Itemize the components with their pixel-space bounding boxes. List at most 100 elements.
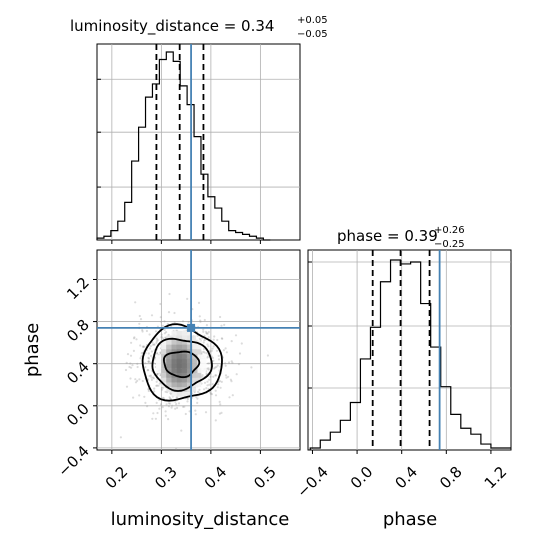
scatter-point [138, 322, 141, 325]
scatter-point [143, 345, 146, 348]
scatter-point [150, 350, 153, 353]
scatter-point [216, 364, 219, 367]
scatter-point [151, 417, 154, 420]
scatter-point [153, 387, 156, 390]
scatter-point [159, 316, 162, 319]
scatter-point [227, 361, 231, 364]
x-tick-label-phase: 1.2 [481, 463, 511, 493]
density-cell [192, 349, 202, 359]
scatter-point [212, 359, 215, 362]
density-cell [171, 368, 181, 378]
scatter-point [131, 364, 134, 367]
scatter-point [203, 318, 206, 322]
scatter-point [160, 335, 163, 339]
scatter-point [205, 332, 208, 335]
scatter-point [155, 401, 158, 404]
scatter-point [147, 352, 150, 355]
scatter-point [175, 403, 178, 406]
scatter-point [163, 328, 166, 331]
x-tick-label-phase: 0.4 [392, 463, 422, 493]
density-cell [171, 359, 181, 369]
scatter-point [218, 412, 221, 415]
scatter-point [138, 394, 141, 397]
scatter-point [206, 343, 209, 346]
density-cell [176, 363, 186, 373]
density-cell [155, 359, 165, 369]
scatter-point [198, 388, 201, 391]
scatter-point [224, 364, 227, 367]
histogram-step [96, 51, 271, 241]
scatter-point [155, 384, 158, 387]
scatter-point [165, 331, 168, 334]
scatter-point [152, 412, 155, 415]
scatter-point [167, 311, 171, 314]
scatter-point [195, 395, 198, 398]
density-cell [192, 345, 202, 354]
scatter-point [212, 375, 215, 378]
scatter-point [144, 366, 147, 369]
density-cell [176, 368, 186, 378]
scatter-point [133, 336, 136, 339]
scatter-point [141, 330, 144, 333]
x-tick-label-phase: −0.4 [293, 463, 331, 501]
scatter-point [220, 324, 223, 327]
scatter-point [214, 394, 218, 397]
phase-histogram-frame [307, 249, 512, 451]
scatter-point [169, 397, 172, 400]
scatter-point [167, 402, 170, 405]
scatter-point [207, 362, 210, 365]
scatter-point [197, 301, 201, 304]
density-cell [171, 378, 181, 388]
scatter-point [139, 357, 142, 360]
y-tick-label-phase: 0.0 [63, 400, 93, 430]
scatter-point [206, 384, 209, 387]
scatter-point [215, 365, 218, 369]
density-cell [176, 345, 186, 354]
scatter-point [214, 389, 217, 392]
scatter-point [164, 336, 167, 339]
scatter-point [139, 344, 142, 347]
scatter-point [149, 345, 152, 348]
scatter-point [147, 360, 150, 363]
scatter-point [147, 369, 150, 372]
scatter-point [235, 373, 238, 376]
density-cell [176, 340, 186, 350]
truth-marker [187, 323, 196, 332]
scatter-point [204, 411, 208, 414]
scatter-point [156, 339, 159, 342]
phase-title: phase = 0.39 [337, 227, 438, 245]
scatter-point [129, 354, 133, 357]
density-cell [181, 345, 191, 354]
scatter-point [149, 374, 152, 377]
scatter-point [210, 349, 213, 352]
density-cell [192, 373, 202, 383]
scatter-point [155, 337, 158, 340]
scatter-point [208, 383, 211, 386]
density-cell [171, 354, 181, 364]
scatter-point [142, 345, 145, 348]
scatter-point [198, 337, 201, 340]
scatter-point [166, 322, 169, 326]
scatter-point [135, 338, 138, 341]
scatter-point [222, 349, 225, 352]
density-cell [161, 340, 171, 350]
scatter-point [209, 391, 212, 394]
scatter-point [205, 352, 208, 355]
scatter-point [217, 358, 221, 361]
scatter-point [153, 343, 156, 346]
scatter-point [216, 386, 219, 389]
scatter-point [194, 413, 197, 416]
scatter-point [213, 367, 216, 370]
joint-panel-frame [96, 249, 301, 451]
density-cell [171, 373, 181, 383]
scatter-point [211, 347, 214, 350]
density-cell [155, 354, 165, 364]
scatter-point [159, 374, 162, 377]
ld-histogram-frame [96, 43, 301, 241]
scatter-point [188, 410, 191, 413]
scatter-point [151, 343, 154, 346]
density-cell [166, 382, 176, 392]
scatter-point [150, 378, 153, 381]
scatter-point [227, 375, 230, 378]
scatter-point [206, 332, 209, 335]
